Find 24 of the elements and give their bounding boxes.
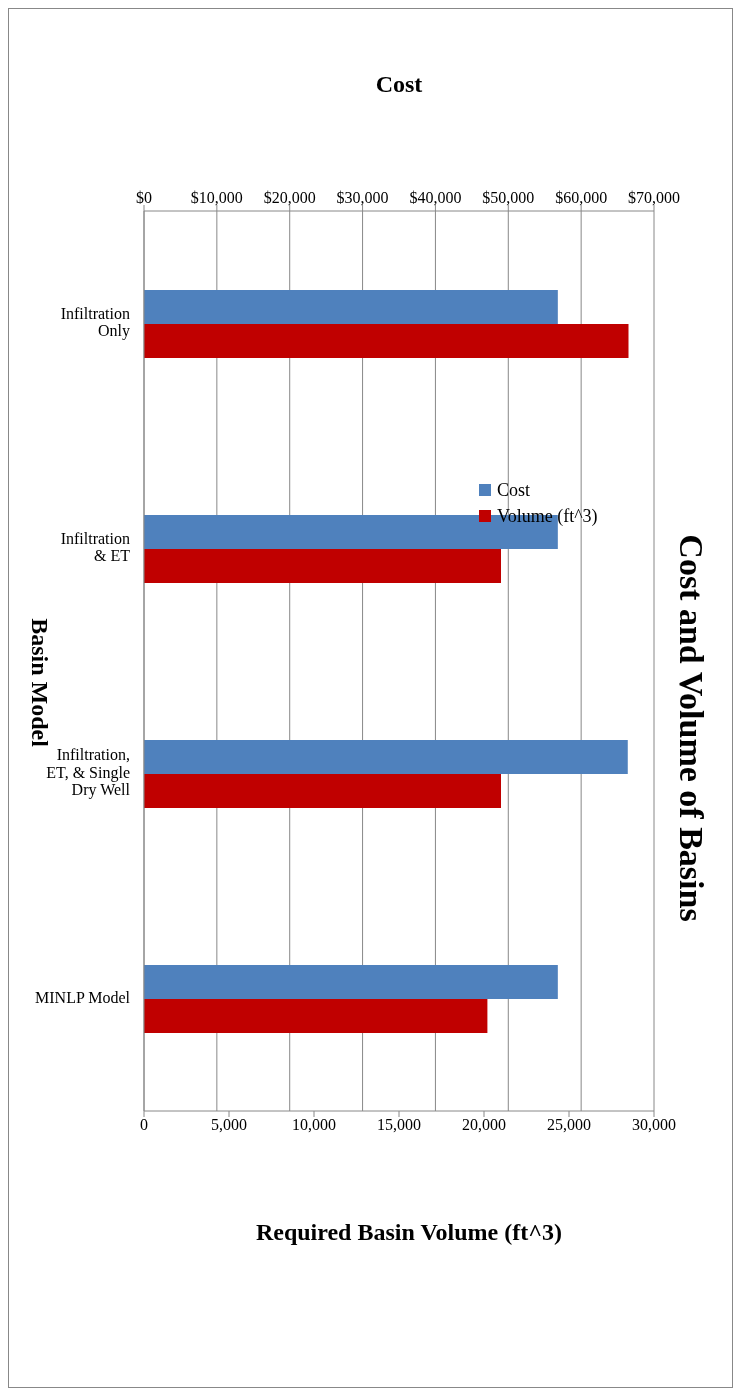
y-axis-title: Basin Model: [25, 618, 53, 747]
x2-tick-label: $0: [136, 189, 152, 206]
x-axis-title: Required Basin Volume (ft^3): [254, 1219, 564, 1246]
x-tick-label: 15,000: [377, 1116, 421, 1134]
x2-tick-label: $30,000: [336, 189, 389, 206]
x-tick-label: 0: [140, 1116, 148, 1134]
legend-label: Cost: [496, 478, 531, 502]
x2-tick-label: $50,000: [482, 189, 535, 206]
y-tick-label: Infiltration Only: [60, 304, 130, 340]
text: Cost and Volume of Basins: [672, 534, 710, 922]
y-tick-label: Infiltration & ET: [60, 529, 131, 564]
y-tick-label: MINLP Model: [35, 988, 131, 1006]
y-tick-label: Infiltration, ET, & Single Dry Well: [46, 745, 131, 799]
x2-tick-label: $70,000: [628, 189, 680, 206]
x-tick-label: 25,000: [547, 1116, 591, 1134]
x-tick-label: 5,000: [211, 1116, 247, 1134]
x2-tick-label: $10,000: [190, 189, 243, 206]
x2-tick-label: $60,000: [555, 189, 608, 206]
x-tick-label: 30,000: [632, 1116, 676, 1134]
x2-tick-label: $40,000: [409, 189, 462, 206]
x2-tick-label: $20,000: [263, 189, 316, 206]
x2-axis-title: Cost: [374, 71, 424, 98]
x-tick-label: 20,000: [462, 1116, 506, 1134]
x-tick-label: 10,000: [292, 1116, 336, 1134]
